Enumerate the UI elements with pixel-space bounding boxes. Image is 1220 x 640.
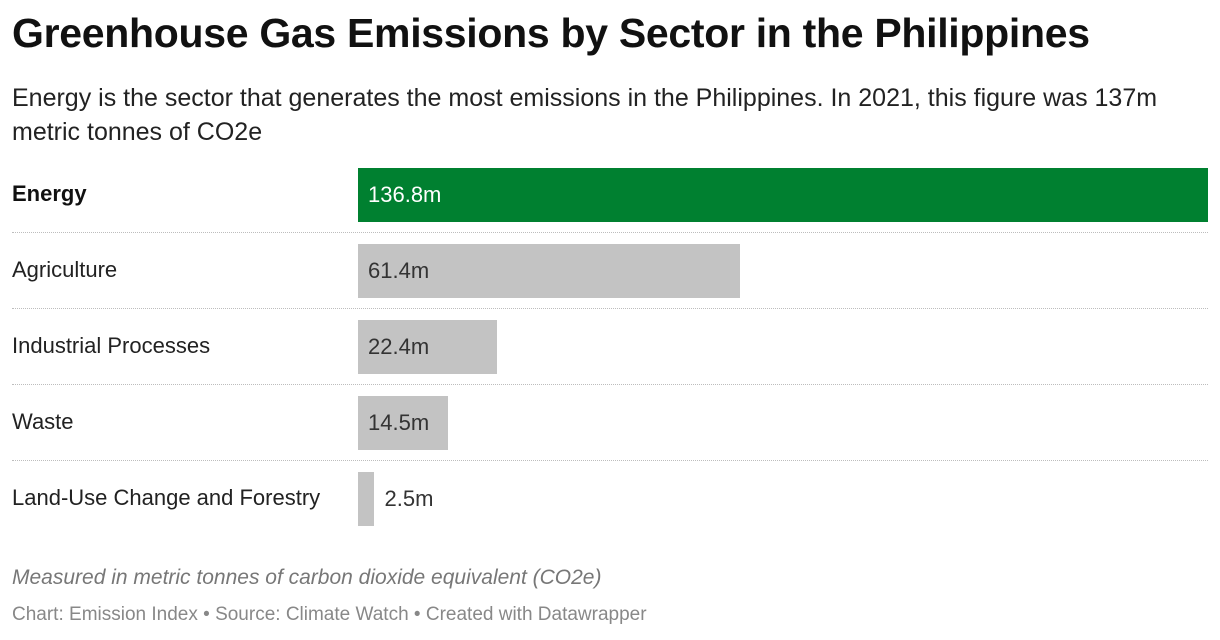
value-label: 14.5m (368, 410, 430, 435)
bar (358, 168, 1208, 222)
chart-footer: Chart: Emission Index • Source: Climate … (12, 604, 647, 625)
bar (358, 320, 498, 374)
bar (358, 244, 740, 298)
bar-row: Land-Use Change and Forestry 2.5m (12, 464, 1208, 540)
bar-row: Waste 14.5m (12, 388, 1208, 464)
category-label: Industrial Processes (12, 333, 211, 358)
row-divider (12, 232, 1208, 233)
value-label: 2.5m (384, 486, 434, 511)
value-label: 22.4m (368, 334, 430, 359)
category-label: Waste (12, 409, 74, 434)
row-divider (12, 384, 1208, 385)
chart-title: Greenhouse Gas Emissions by Sector in th… (12, 10, 1090, 56)
chart-notes: Measured in metric tonnes of carbon diox… (12, 566, 602, 589)
row-divider (12, 308, 1208, 309)
category-label: Energy (12, 181, 87, 206)
bar-row: Industrial Processes 22.4m (12, 312, 1208, 388)
category-label: Agriculture (12, 257, 118, 282)
bar-chart: Energy 136.8m Agriculture 61.4m Industrial P… (0, 160, 1220, 540)
value-label: 136.8m (368, 182, 442, 207)
bar (358, 396, 449, 450)
row-divider (12, 460, 1208, 461)
bar (358, 472, 374, 526)
category-label: Land-Use Change and Forestry (12, 485, 321, 510)
chart-subtitle: Energy is the sector that generates the … (12, 84, 1158, 146)
bar-row: Energy 136.8m (12, 160, 1208, 236)
bar-row: Agriculture 61.4m (12, 236, 1208, 312)
value-label: 61.4m (368, 258, 430, 283)
